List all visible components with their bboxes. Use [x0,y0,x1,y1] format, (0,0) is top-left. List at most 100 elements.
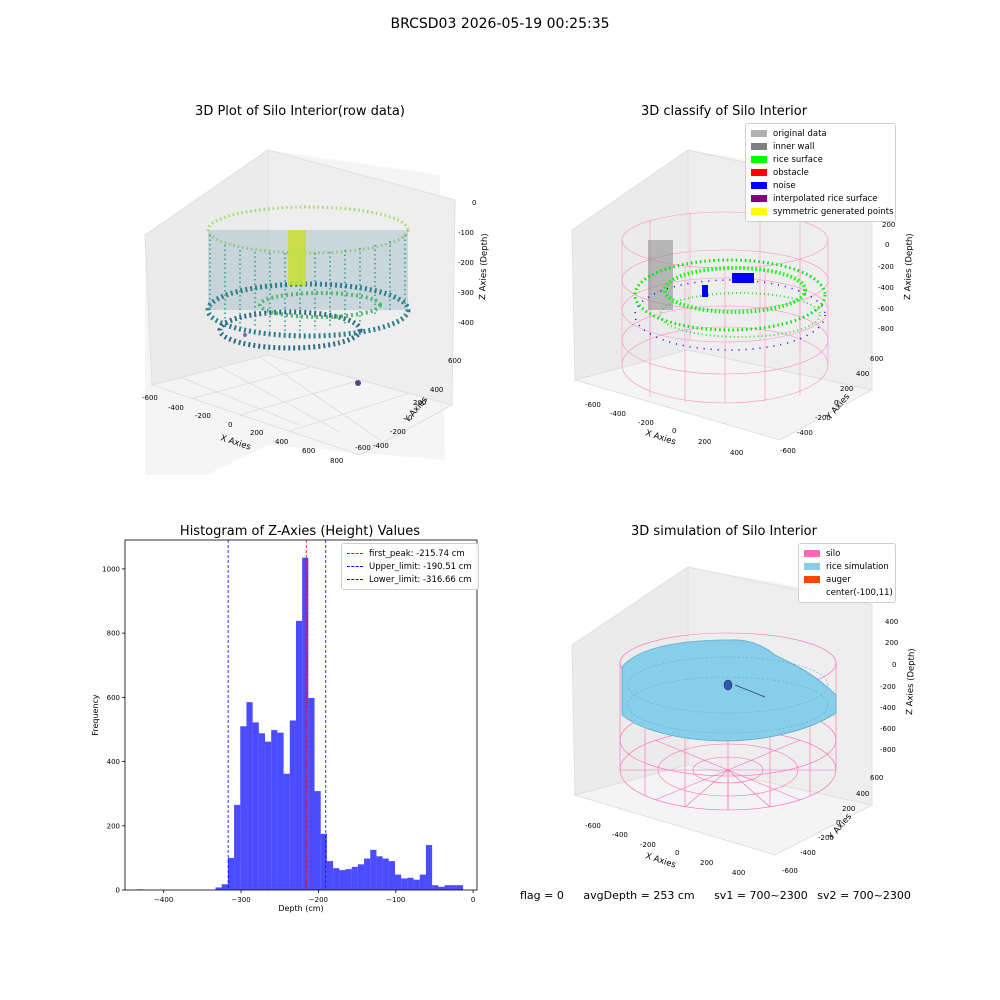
classify-legend: original data inner wall rice surface ob… [745,123,896,222]
legend-swatch [751,156,767,163]
svg-text:0: 0 [834,399,838,407]
histogram-bar [345,869,352,890]
legend-swatch [804,550,820,557]
histogram-bar [339,870,346,890]
histogram-bar [227,857,235,890]
histogram-bar [289,720,296,890]
histogram-bar [252,722,259,890]
histogram-y-label: Frequency [91,694,100,736]
svg-text:600: 600 [870,355,883,363]
histogram-bar [438,886,445,890]
histogram-legend: first_peak: -215.74 cm Upper_limit: -190… [341,543,479,590]
svg-text:-200: -200 [818,834,834,842]
svg-text:200: 200 [885,639,898,647]
histogram-chart: −400 −300 −200 −100 0 0 200 400 600 800 1000 Dept… [91,539,478,913]
histogram-bar [326,861,334,890]
legend-item: noise [751,179,890,192]
svg-text:-600: -600 [880,725,896,733]
svg-text:-200: -200 [390,428,406,436]
classify-plot-title: 3D classify of Silo Interior [640,104,808,119]
svg-text:200: 200 [698,438,711,446]
histogram-bar [283,773,290,890]
classify-x-ticks: -600 -400 -200 0 200 400 [585,401,743,457]
y-tick-label: 1000 [102,565,120,573]
histogram-bar [357,864,365,890]
histogram-bar [221,884,228,890]
legend-swatch [751,169,767,176]
svg-text:800: 800 [330,457,343,465]
y-tick-label: 600 [107,694,120,702]
histogram-x-label: Depth (cm) [278,904,323,913]
classify-axes-panes [571,149,874,441]
svg-text:200: 200 [842,805,855,813]
x-tick-label: −400 [154,896,173,904]
legend-item: symmetric generated points [751,205,894,218]
figure-title: BRCSD03 2026-05-19 00:25:35 [390,16,610,32]
histogram-bar [351,866,358,890]
histogram-bar [376,856,383,890]
svg-text:-400: -400 [800,849,816,857]
svg-text:400: 400 [856,370,869,378]
svg-text:0: 0 [472,199,476,207]
svg-text:-200: -200 [815,414,831,422]
x-tick-label: −300 [231,896,250,904]
svg-text:400: 400 [885,618,898,626]
svg-text:-600: -600 [142,394,158,402]
legend-item: original data [751,127,890,140]
simulation-legend: silo rice simulation auger center(-100,1… [798,543,896,603]
svg-text:600: 600 [302,447,315,455]
histogram-bar [271,730,278,890]
svg-text:-200: -200 [880,683,896,691]
svg-text:-600: -600 [782,867,798,875]
classify-3d-plot: 200 0 -200 -400 -600 -800 -600 -400 -200… [571,149,915,457]
svg-text:0: 0 [836,819,840,827]
svg-text:-400: -400 [610,410,626,418]
svg-text:-400: -400 [458,319,474,327]
legend-item: Lower_limit: -316.66 cm [347,573,473,586]
legend-swatch [751,130,767,137]
svg-text:0: 0 [672,427,676,435]
histogram-bar [370,849,377,890]
histogram-bars [136,557,464,890]
svg-text:0: 0 [675,849,679,857]
histogram-bar [388,861,395,890]
svg-text:-600: -600 [355,444,371,452]
histogram-bar [401,878,408,890]
svg-text:0: 0 [885,241,889,249]
svg-text:-800: -800 [878,325,894,333]
svg-text:-200: -200 [195,412,211,420]
histogram-bar [450,885,457,890]
svg-text:200: 200 [250,429,263,437]
legend-dashed-red [347,553,363,554]
raw-3d-plot: 0 -100 -200 -300 -400 -600 -400 -200 0 2… [142,149,490,475]
y-tick-label: 400 [107,758,120,766]
svg-text:200: 200 [882,221,895,229]
histogram-bar [265,741,272,890]
histogram-bar [425,845,433,890]
svg-text:-400: -400 [880,704,896,712]
svg-text:200: 200 [413,399,426,407]
histogram-bar [413,879,420,890]
histogram-bar [364,858,371,890]
svg-text:0: 0 [892,661,896,669]
svg-text:-200: -200 [638,419,654,427]
status-avg-depth: avgDepth = 253 cm [583,889,695,902]
legend-item: Upper_limit: -190.51 cm [347,560,473,573]
legend-item: obstacle [751,166,890,179]
raw-z-ticks: 0 -100 -200 -300 -400 [458,199,476,327]
svg-text:-300: -300 [458,289,474,297]
simulation-z-label: Z Axies (Depth) [905,648,917,715]
classify-z-label: Z Axies (Depth) [903,233,915,300]
svg-text:-400: -400 [168,404,184,412]
histogram-bar [258,733,266,890]
svg-text:400: 400 [856,790,869,798]
simulation-3d-plot: 400 200 0 -200 -400 -600 -800 -600 -400 … [571,566,917,877]
histogram-bar [320,833,327,890]
legend-swatch [804,576,820,583]
histogram-bar [302,557,309,890]
classify-silo-wireframe [621,211,829,404]
simulation-z-ticks: 400 200 0 -200 -400 -600 -800 [880,618,898,754]
histogram-x-ticks: −400 −300 −200 −100 0 [154,890,475,904]
legend-swatch [751,208,767,215]
status-sv1: sv1 = 700~2300 [714,889,808,902]
